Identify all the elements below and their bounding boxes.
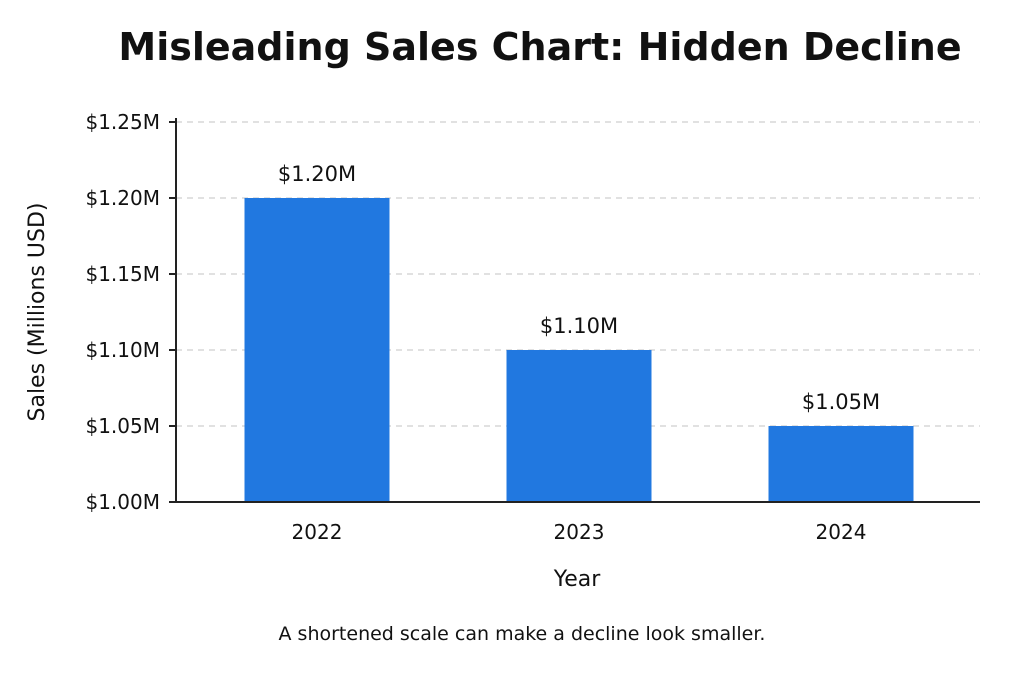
value-label-2023: $1.10M xyxy=(540,314,618,338)
y-tick-label: $1.25M xyxy=(85,110,160,134)
bar-2022 xyxy=(244,198,390,502)
x-axis-label: Year xyxy=(553,567,602,592)
x-tick-label: 2024 xyxy=(816,520,867,544)
chart-caption: A shortened scale can make a decline loo… xyxy=(279,623,766,645)
axes xyxy=(169,118,980,503)
y-tick-label: $1.05M xyxy=(85,414,160,438)
x-tick-label: 2022 xyxy=(292,520,343,544)
value-label-2022: $1.20M xyxy=(278,162,356,186)
value-label-2024: $1.05M xyxy=(802,390,880,414)
value-labels: $1.20M $1.10M $1.05M xyxy=(278,162,880,414)
bar-2023 xyxy=(506,350,652,502)
x-tick-label: 2023 xyxy=(554,520,605,544)
y-tick-label: $1.00M xyxy=(85,490,160,514)
bar-2024 xyxy=(768,426,914,502)
chart-title: Misleading Sales Chart: Hidden Decline xyxy=(118,25,961,69)
bars xyxy=(244,198,914,502)
y-tick-label: $1.20M xyxy=(85,186,160,210)
y-tick-label: $1.15M xyxy=(85,262,160,286)
y-tick-label: $1.10M xyxy=(85,338,160,362)
y-tick-labels: $1.00M $1.05M $1.10M $1.15M $1.20M $1.25M xyxy=(85,110,160,514)
x-tick-labels: 2022 2023 2024 xyxy=(292,520,867,544)
y-axis-label: Sales (Millions USD) xyxy=(25,202,50,421)
